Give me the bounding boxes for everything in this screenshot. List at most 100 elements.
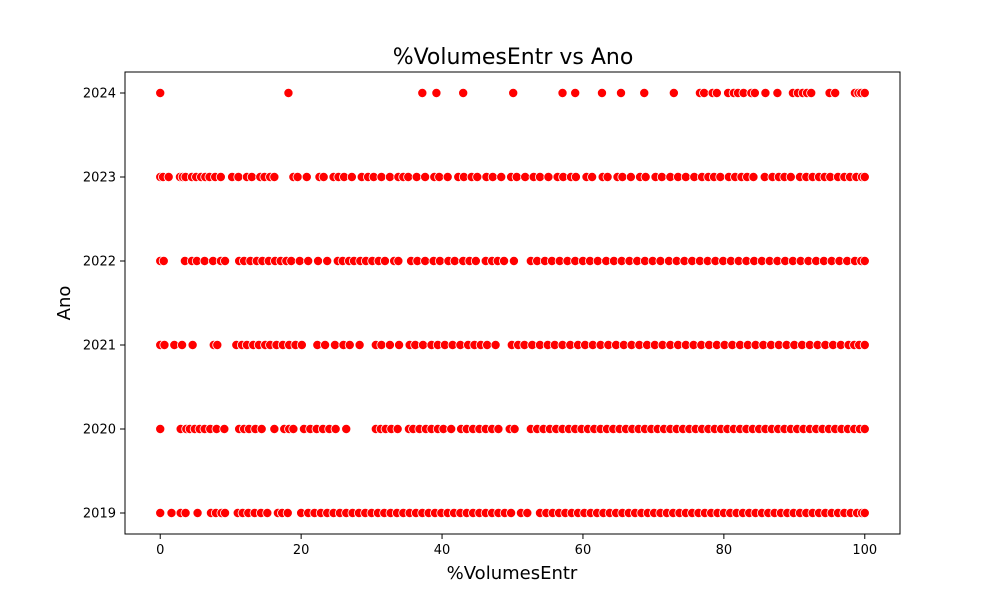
data-point: [434, 255, 445, 266]
data-point: [418, 339, 429, 350]
data-point: [420, 255, 431, 266]
data-point: [294, 255, 305, 266]
data-point: [187, 339, 198, 350]
data-point: [392, 423, 403, 434]
data-point: [458, 88, 469, 99]
data-point: [639, 88, 650, 99]
data-point: [668, 88, 679, 99]
data-point: [155, 88, 166, 99]
data-point: [509, 423, 520, 434]
data-point: [292, 171, 303, 182]
data-point: [506, 507, 517, 518]
data-point: [499, 255, 510, 266]
data-point: [715, 171, 726, 182]
data-point: [640, 171, 651, 182]
data-point: [625, 171, 636, 182]
data-point: [617, 171, 628, 182]
data-point: [256, 423, 267, 434]
data-point: [859, 507, 870, 518]
data-point: [655, 255, 666, 266]
data-point: [587, 171, 598, 182]
data-point: [212, 339, 223, 350]
data-point: [177, 339, 188, 350]
data-point: [219, 423, 230, 434]
y-tick-label: 2019: [83, 507, 116, 522]
data-point: [472, 171, 483, 182]
data-point: [220, 507, 231, 518]
y-tick-label: 2022: [83, 255, 116, 270]
data-point: [318, 171, 329, 182]
data-point: [490, 339, 501, 350]
data-point: [376, 171, 387, 182]
data-point: [470, 255, 481, 266]
y-tick-label: 2023: [83, 171, 116, 186]
data-point: [158, 255, 169, 266]
data-point: [785, 171, 796, 182]
data-point: [806, 88, 817, 99]
data-point: [508, 255, 519, 266]
chart-title: %VolumesEntr vs Ano: [393, 45, 634, 70]
data-point: [303, 255, 314, 266]
data-point: [760, 88, 771, 99]
data-point: [420, 171, 431, 182]
data-point: [749, 88, 760, 99]
data-point: [199, 255, 210, 266]
data-point: [602, 171, 613, 182]
data-point: [859, 423, 870, 434]
data-point: [772, 88, 783, 99]
data-point: [520, 171, 531, 182]
data-point: [283, 88, 294, 99]
data-point: [446, 423, 457, 434]
x-tick-label: 20: [293, 543, 310, 558]
data-point: [393, 255, 404, 266]
data-point: [830, 88, 841, 99]
data-point: [570, 171, 581, 182]
data-point: [680, 171, 691, 182]
data-point: [482, 339, 493, 350]
data-point: [313, 255, 324, 266]
data-point: [596, 88, 607, 99]
y-tick-label: 2020: [83, 423, 116, 438]
data-point: [543, 171, 554, 182]
data-point: [859, 171, 870, 182]
data-point: [859, 88, 870, 99]
data-points: [155, 88, 870, 518]
x-tick-label: 100: [852, 543, 877, 558]
y-tick-label: 2021: [83, 339, 116, 354]
data-point: [417, 88, 428, 99]
data-point: [411, 171, 422, 182]
data-point: [180, 507, 191, 518]
data-point: [511, 171, 522, 182]
x-axis-label: %VolumesEntr: [447, 563, 578, 584]
data-point: [155, 423, 166, 434]
data-point: [354, 339, 365, 350]
data-point: [570, 88, 581, 99]
data-point: [320, 339, 331, 350]
data-point: [557, 88, 568, 99]
data-point: [522, 507, 533, 518]
data-point: [496, 171, 507, 182]
data-point: [656, 171, 667, 182]
data-point: [220, 255, 231, 266]
data-point: [394, 339, 405, 350]
x-tick-label: 0: [156, 543, 164, 558]
data-point: [376, 339, 387, 350]
x-tick-label: 80: [716, 543, 733, 558]
data-point: [592, 255, 603, 266]
data-point: [384, 339, 395, 350]
data-point: [155, 507, 166, 518]
data-point: [330, 423, 341, 434]
data-point: [534, 171, 545, 182]
data-point: [449, 255, 460, 266]
data-point: [431, 88, 442, 99]
data-point: [282, 507, 293, 518]
data-point: [329, 339, 340, 350]
data-point: [296, 339, 307, 350]
data-point: [699, 88, 710, 99]
data-point: [215, 171, 226, 182]
data-point: [748, 171, 759, 182]
data-point: [442, 171, 453, 182]
data-point: [487, 171, 498, 182]
data-point: [434, 171, 445, 182]
